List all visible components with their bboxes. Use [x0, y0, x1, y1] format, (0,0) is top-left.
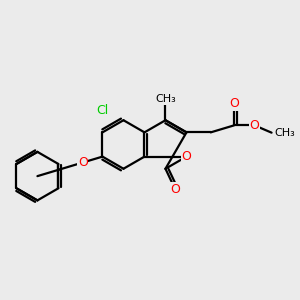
- Text: O: O: [78, 156, 88, 169]
- Text: CH₃: CH₃: [274, 128, 295, 138]
- Text: CH₃: CH₃: [156, 94, 177, 104]
- Text: O: O: [250, 119, 260, 132]
- Text: O: O: [229, 97, 239, 110]
- Text: O: O: [170, 183, 180, 196]
- Text: Cl: Cl: [96, 104, 109, 117]
- Text: O: O: [182, 150, 191, 163]
